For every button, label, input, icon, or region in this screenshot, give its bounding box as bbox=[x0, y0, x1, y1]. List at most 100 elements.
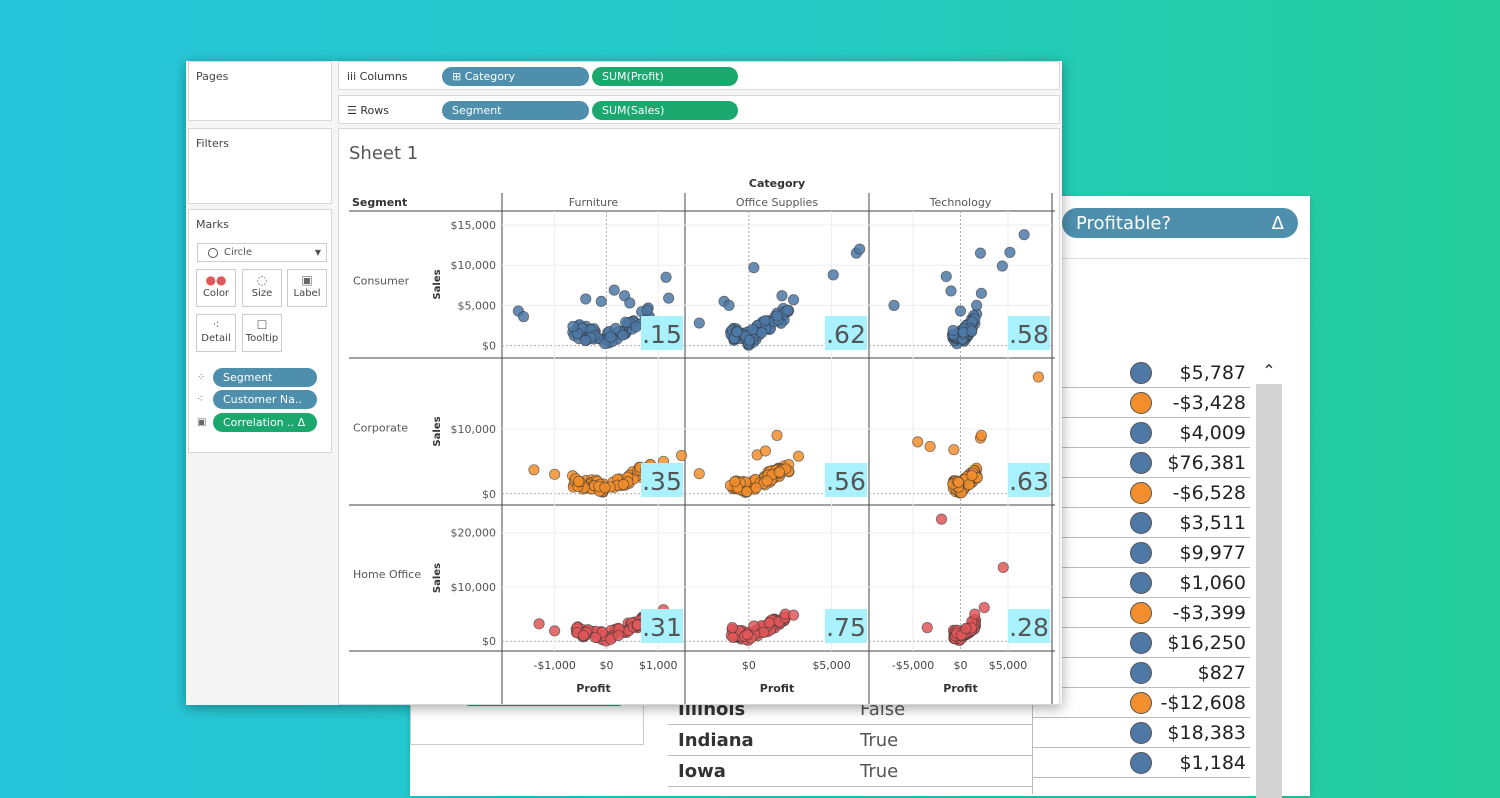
scatter-point bbox=[620, 316, 632, 328]
scatter-point bbox=[782, 304, 794, 316]
scatter-point bbox=[580, 293, 592, 305]
scatter-point bbox=[748, 620, 760, 632]
label-icon: ▣ bbox=[197, 417, 207, 428]
scatter-point bbox=[517, 311, 530, 323]
rows-shelf[interactable]: ☰ Rows Segment SUM(Sales) bbox=[338, 95, 1060, 124]
segment-field[interactable]: ⁘ Segment bbox=[197, 368, 317, 387]
profit-amount: -$3,428 bbox=[1172, 391, 1246, 414]
size-button[interactable]: ◌ Size bbox=[242, 269, 282, 307]
correlation-pill[interactable]: Correlation .. Δ bbox=[213, 413, 317, 432]
value-row: $3,511 bbox=[1032, 508, 1250, 538]
scatter-point bbox=[743, 334, 755, 347]
scrollbar[interactable] bbox=[1256, 358, 1282, 798]
segment-row-pill[interactable]: Segment bbox=[442, 101, 589, 120]
scatter-point bbox=[948, 444, 960, 456]
profit-amount: $16,250 bbox=[1167, 631, 1246, 654]
scatter-point bbox=[726, 622, 738, 634]
scatter-point bbox=[954, 305, 967, 317]
profitable-dot bbox=[1130, 601, 1152, 624]
category-label: Technology bbox=[929, 196, 992, 209]
rows-icon: ☰ bbox=[347, 104, 361, 117]
correlation-highlight bbox=[1008, 463, 1050, 497]
mark-type-dropdown[interactable]: Circle ▼ bbox=[197, 243, 327, 262]
y-axis-title: Sales bbox=[432, 563, 443, 593]
table-divider bbox=[1032, 694, 1033, 794]
scatter-point bbox=[663, 292, 675, 304]
scatter-point bbox=[1018, 229, 1030, 241]
x-tick-label: $1,000 bbox=[639, 659, 678, 672]
scatter-point bbox=[974, 247, 987, 259]
correlation-label: .56 bbox=[826, 467, 866, 496]
profit-pill[interactable]: SUM(Profit) bbox=[592, 67, 738, 86]
x-tick-label: $0 bbox=[954, 659, 968, 672]
segment-pill[interactable]: Segment bbox=[213, 368, 317, 387]
scatter-point bbox=[693, 468, 705, 480]
label-button[interactable]: ▣ Label bbox=[287, 269, 327, 307]
sales-pill[interactable]: SUM(Sales) bbox=[592, 101, 738, 120]
y-tick-label: $15,000 bbox=[451, 219, 497, 232]
scatter-point bbox=[567, 320, 579, 333]
circle-icon bbox=[208, 247, 218, 258]
customer-field[interactable]: ⁖ Customer Na.. bbox=[197, 390, 317, 409]
state-row: Iowa True bbox=[668, 756, 1032, 787]
chevron-up-icon[interactable]: ⌃ bbox=[1256, 358, 1282, 384]
color-button[interactable]: ●● Color bbox=[196, 269, 236, 307]
category-label: Furniture bbox=[569, 196, 619, 209]
correlation-label: .28 bbox=[1009, 613, 1049, 642]
detail-icon: ⁖ bbox=[197, 394, 203, 405]
scatter-point bbox=[605, 331, 617, 343]
x-axis-title: Profit bbox=[576, 682, 610, 695]
profitable-dot bbox=[1130, 721, 1152, 744]
profitable-dot bbox=[1130, 571, 1152, 594]
detail-button[interactable]: ⁖ Detail bbox=[196, 314, 236, 352]
view-card: Sheet 1 Category Segment Furniture Office S… bbox=[338, 128, 1060, 705]
state-profitable: True bbox=[860, 760, 899, 782]
value-row: $4,009 bbox=[1032, 418, 1250, 448]
y-axis-title: Sales bbox=[432, 269, 443, 299]
profitable-dot bbox=[1130, 511, 1152, 534]
label-label: Label bbox=[293, 288, 321, 299]
scatter-matrix: Category Segment Furniture Office Supplies T… bbox=[349, 177, 1055, 704]
scatter-point bbox=[675, 449, 688, 462]
scatter-point bbox=[966, 325, 978, 337]
profit-amount: $18,383 bbox=[1167, 721, 1246, 744]
scatter-point bbox=[610, 322, 622, 334]
scatter-point bbox=[960, 622, 972, 635]
y-tick-label: $10,000 bbox=[451, 423, 497, 436]
left-panel-box bbox=[410, 706, 644, 745]
scatter-point bbox=[912, 436, 924, 448]
columns-shelf[interactable]: iii Columns ⊞ Category SUM(Profit) bbox=[338, 61, 1060, 90]
scatter-point bbox=[761, 475, 773, 487]
scatter-point bbox=[599, 482, 611, 494]
customer-name-pill[interactable]: Customer Na.. bbox=[213, 390, 317, 409]
scatter-point bbox=[952, 476, 965, 488]
detail-label: Detail bbox=[201, 333, 231, 344]
value-row: $5,787 bbox=[1032, 358, 1250, 388]
scatter-point bbox=[750, 482, 762, 494]
x-tick-label: $5,000 bbox=[989, 659, 1028, 672]
scatter-point bbox=[940, 270, 952, 283]
x-tick-label: $0 bbox=[599, 659, 613, 672]
value-row: -$3,428 bbox=[1032, 388, 1250, 418]
scatter-point bbox=[759, 445, 772, 457]
value-row: -$6,528 bbox=[1032, 478, 1250, 508]
profit-amount: $1,184 bbox=[1179, 751, 1246, 774]
scatter-point bbox=[549, 625, 561, 637]
scatter-point bbox=[969, 608, 981, 620]
y-axis-title: Sales bbox=[432, 416, 443, 446]
filters-card[interactable]: Filters bbox=[188, 128, 332, 204]
pages-card[interactable]: Pages bbox=[188, 61, 332, 121]
x-axis-title: Profit bbox=[943, 682, 977, 695]
scatter-point bbox=[723, 299, 735, 311]
scatter-point bbox=[617, 478, 629, 490]
profitable-pill[interactable]: Profitable? Δ bbox=[1062, 208, 1298, 238]
profit-amount: -$3,399 bbox=[1172, 601, 1246, 624]
category-pill[interactable]: ⊞ Category bbox=[442, 67, 589, 86]
scatter-point bbox=[945, 285, 957, 297]
scatter-point bbox=[741, 629, 753, 641]
correlation-field[interactable]: ▣ Correlation .. Δ bbox=[197, 413, 317, 432]
tooltip-button[interactable]: ☐ Tooltip bbox=[242, 314, 282, 352]
category-label: Office Supplies bbox=[736, 196, 818, 209]
profitable-dot bbox=[1130, 541, 1152, 564]
state-name: Iowa bbox=[678, 760, 726, 782]
